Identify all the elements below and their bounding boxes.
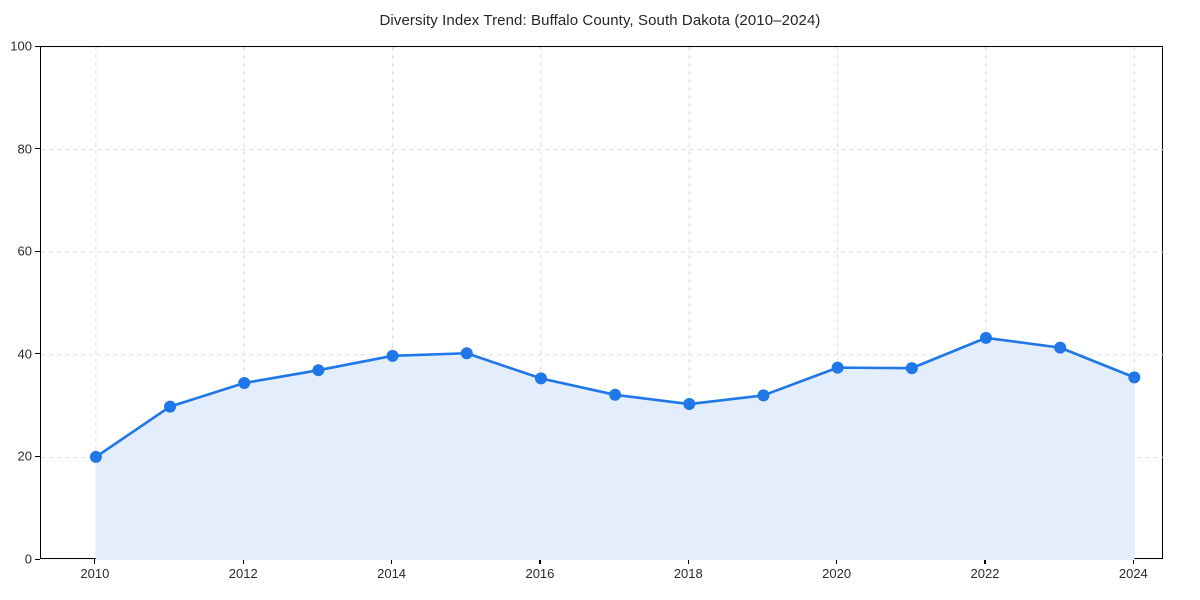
y-tick-mark bbox=[35, 558, 40, 560]
y-tick-mark bbox=[35, 455, 40, 457]
area-line-plot bbox=[41, 47, 1164, 560]
y-tick-mark bbox=[35, 353, 40, 355]
data-point-marker bbox=[1128, 371, 1141, 384]
data-point-marker bbox=[89, 450, 102, 463]
x-tick-label: 2020 bbox=[822, 566, 852, 581]
data-point-marker bbox=[979, 331, 992, 344]
x-tick-mark bbox=[539, 559, 541, 564]
x-tick-label: 2014 bbox=[377, 566, 407, 581]
data-point-marker bbox=[1054, 341, 1067, 354]
data-point-marker bbox=[831, 361, 844, 374]
data-point-marker bbox=[683, 398, 696, 411]
area-fill-path bbox=[95, 337, 1135, 560]
data-point-marker bbox=[757, 389, 770, 402]
data-point-marker bbox=[312, 364, 325, 377]
y-tick-label: 20 bbox=[17, 448, 32, 464]
data-point-marker bbox=[905, 362, 918, 375]
y-tick-mark bbox=[35, 45, 40, 47]
data-point-marker bbox=[460, 347, 473, 360]
data-point-marker bbox=[238, 377, 251, 390]
chart-title: Diversity Index Trend: Buffalo County, S… bbox=[379, 12, 821, 29]
x-tick-mark bbox=[984, 559, 986, 564]
x-tick-label: 2016 bbox=[525, 566, 555, 581]
y-tick-label: 40 bbox=[17, 346, 32, 362]
data-point-marker bbox=[534, 372, 547, 385]
y-tick-label: 80 bbox=[17, 141, 32, 157]
x-tick-label: 2012 bbox=[228, 566, 258, 581]
y-tick-label: 0 bbox=[24, 551, 32, 567]
plot-area bbox=[40, 46, 1164, 560]
x-tick-label: 2024 bbox=[1118, 566, 1148, 581]
y-tick-label: 100 bbox=[10, 38, 32, 54]
y-tick-mark bbox=[35, 250, 40, 252]
data-point-markers bbox=[89, 331, 1141, 463]
x-tick-mark bbox=[94, 559, 96, 564]
x-tick-label: 2018 bbox=[673, 566, 703, 581]
x-tick-mark bbox=[242, 559, 244, 564]
x-tick-mark bbox=[836, 559, 838, 564]
x-tick-label: 2010 bbox=[80, 566, 110, 581]
y-tick-mark bbox=[35, 148, 40, 150]
x-tick-mark bbox=[687, 559, 689, 564]
data-point-marker bbox=[386, 349, 399, 362]
data-point-marker bbox=[609, 388, 622, 401]
x-tick-label: 2022 bbox=[970, 566, 1000, 581]
x-tick-mark bbox=[391, 559, 393, 564]
y-tick-label: 60 bbox=[17, 243, 32, 259]
x-tick-mark bbox=[1132, 559, 1134, 564]
data-point-marker bbox=[164, 400, 177, 413]
